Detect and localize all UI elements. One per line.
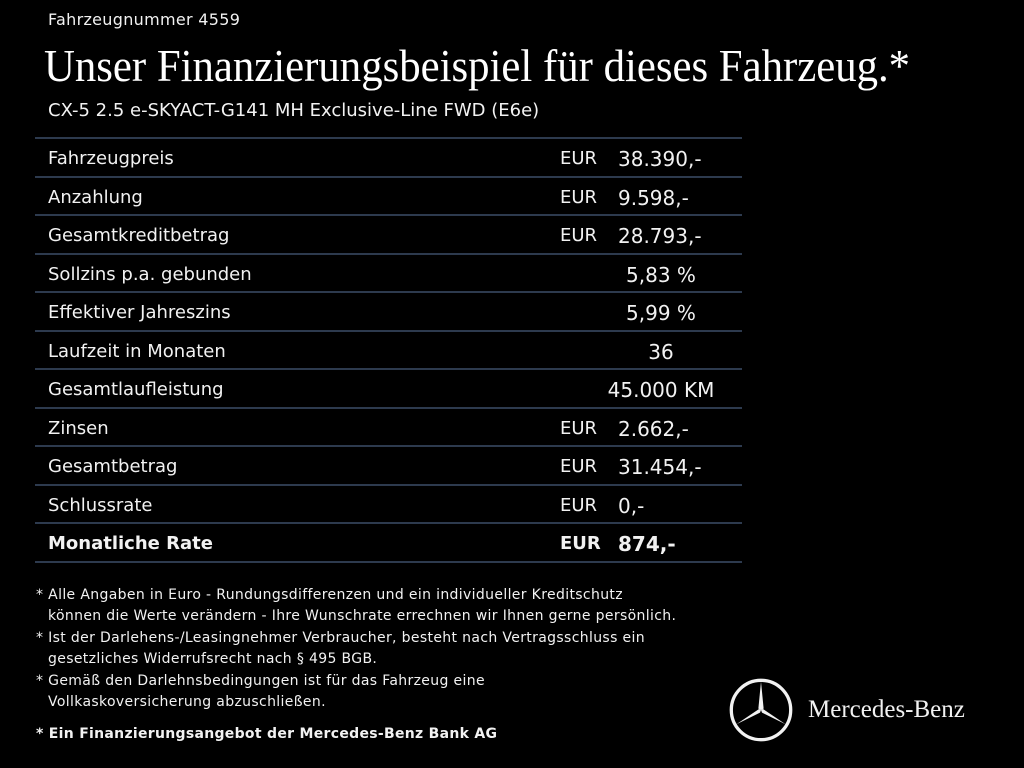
row-currency: EUR	[560, 417, 598, 439]
row-value: 9.598,-	[618, 185, 689, 210]
vehicle-model: CX-5 2.5 e-SKYACT-G141 MH Exclusive-Line…	[48, 100, 540, 121]
footnote: * Gemäß den Darlehnsbedingungen ist für …	[36, 672, 485, 711]
row-label: Gesamtbetrag	[48, 456, 178, 477]
row-label: Gesamtlaufleistung	[48, 379, 224, 400]
row-label: Zinsen	[48, 417, 109, 439]
footnote: * Alle Angaben in Euro - Rundungsdiffere…	[36, 587, 677, 625]
table-row: Gesamtlaufleistung 45.000 KM	[35, 370, 742, 409]
row-value: 874,-	[618, 532, 676, 556]
row-currency: EUR	[560, 186, 598, 208]
row-label: Effektiver Jahreszins	[48, 302, 231, 323]
row-value: 36	[648, 339, 674, 364]
table-row: Schlussrate EUR 0,-	[35, 486, 742, 524]
row-value: 38.390,-	[618, 147, 702, 171]
table-row: Laufzeit in Monaten 36	[35, 332, 742, 370]
row-label: Anzahlung	[48, 186, 143, 208]
table-row: Gesamtbetrag EUR 31.454,-	[35, 447, 742, 486]
row-value: 5,99 %	[626, 301, 696, 325]
footnote: * Ist der Darlehens-/Leasingnehmer Verbr…	[36, 629, 645, 668]
row-value: 0,-	[618, 493, 645, 518]
row-value: 45.000 KM	[607, 378, 715, 402]
table-row: Gesamtkreditbetrag EUR 28.793,-	[35, 216, 742, 255]
row-label: Gesamtkreditbetrag	[48, 225, 230, 246]
brand-wordmark: Mercedes-Benz	[808, 696, 965, 723]
footnotes: * Alle Angaben in Euro - Rundungsdiffere…	[36, 585, 676, 713]
row-label: Schlussrate	[48, 494, 153, 516]
row-label: Fahrzeugpreis	[48, 148, 174, 169]
table-row: Zinsen EUR 2.662,-	[35, 409, 742, 447]
offer-note: * Ein Finanzierungsangebot der Mercedes-…	[36, 726, 498, 742]
row-value: 5,83 %	[626, 262, 696, 287]
table-row: Fahrzeugpreis EUR 38.390,-	[35, 139, 742, 178]
table-row: Effektiver Jahreszins 5,99 %	[35, 293, 742, 332]
row-currency: EUR	[560, 533, 601, 554]
row-label: Sollzins p.a. gebunden	[48, 263, 252, 285]
row-label: Laufzeit in Monaten	[48, 340, 226, 362]
row-currency: EUR	[560, 494, 598, 516]
page-title: Unser Finanzierungsbeispiel für dieses F…	[44, 40, 911, 91]
vehicle-number: Fahrzeugnummer 4559	[48, 10, 241, 29]
row-currency: EUR	[560, 225, 598, 246]
row-label: Monatliche Rate	[48, 533, 213, 554]
table-row-monthly-rate: Monatliche Rate EUR 874,-	[35, 524, 742, 563]
table-row: Anzahlung EUR 9.598,-	[35, 178, 742, 216]
row-value: 28.793,-	[618, 224, 702, 248]
row-value: 31.454,-	[618, 455, 702, 479]
mercedes-star-icon	[729, 678, 793, 742]
financing-table: Fahrzeugpreis EUR 38.390,- Anzahlung EUR…	[35, 137, 742, 563]
row-value: 2.662,-	[618, 416, 689, 441]
row-currency: EUR	[560, 456, 598, 477]
table-row: Sollzins p.a. gebunden 5,83 %	[35, 255, 742, 293]
row-currency: EUR	[560, 148, 598, 169]
